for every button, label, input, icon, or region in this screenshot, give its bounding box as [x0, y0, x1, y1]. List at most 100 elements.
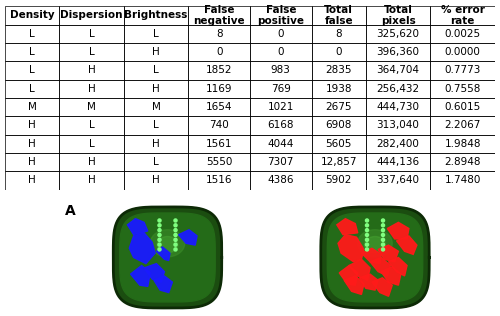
Bar [59, 61, 124, 80]
Polygon shape [154, 276, 172, 293]
Bar [250, 153, 312, 171]
Bar [124, 25, 188, 43]
Text: M: M [152, 102, 160, 112]
Polygon shape [370, 258, 390, 276]
Bar [5, 171, 59, 190]
Bar [188, 43, 250, 61]
Polygon shape [358, 230, 392, 257]
Bar [188, 61, 250, 80]
Polygon shape [349, 259, 370, 280]
Bar [5, 6, 59, 25]
Text: 1.9848: 1.9848 [444, 139, 481, 149]
Bar [430, 80, 495, 98]
Circle shape [382, 234, 384, 236]
Text: 364,704: 364,704 [376, 65, 420, 76]
Text: H: H [28, 157, 36, 167]
Bar [59, 25, 124, 43]
Text: 0.0025: 0.0025 [444, 29, 480, 39]
Bar [312, 153, 366, 171]
Bar [366, 6, 430, 25]
Circle shape [366, 234, 368, 236]
Bar [5, 153, 59, 171]
Bar [366, 116, 430, 135]
Text: 282,400: 282,400 [376, 139, 420, 149]
Bar [188, 135, 250, 153]
Bar [188, 80, 250, 98]
Text: H: H [88, 84, 96, 94]
Bar [250, 6, 312, 25]
Text: 12,857: 12,857 [320, 157, 357, 167]
Text: L: L [88, 29, 94, 39]
Bar [124, 6, 188, 25]
Text: M: M [87, 102, 96, 112]
Text: 444,136: 444,136 [376, 157, 420, 167]
Bar [124, 153, 188, 171]
Polygon shape [178, 230, 197, 245]
Bar [59, 98, 124, 116]
Circle shape [366, 238, 368, 241]
Text: 396,360: 396,360 [376, 47, 420, 57]
Text: H: H [152, 139, 160, 149]
Bar [312, 61, 366, 80]
Polygon shape [396, 236, 417, 254]
Bar [59, 43, 124, 61]
Bar [59, 171, 124, 190]
Bar [188, 153, 250, 171]
Text: 325,620: 325,620 [376, 29, 420, 39]
Text: 337,640: 337,640 [376, 175, 420, 185]
Bar [5, 43, 59, 61]
Polygon shape [130, 233, 155, 264]
Bar [59, 6, 124, 25]
Bar [5, 98, 59, 116]
Bar [124, 98, 188, 116]
Text: L: L [88, 47, 94, 57]
Text: L: L [88, 139, 94, 149]
Circle shape [382, 238, 384, 241]
Text: H: H [152, 84, 160, 94]
Circle shape [382, 243, 384, 246]
Bar [59, 80, 124, 98]
Text: L: L [153, 65, 159, 76]
Bar [312, 43, 366, 61]
Bar [124, 135, 188, 153]
Text: Density: Density [10, 10, 54, 21]
Text: 6908: 6908 [326, 120, 352, 131]
Bar [59, 135, 124, 153]
Bar [188, 25, 250, 43]
Circle shape [174, 224, 177, 227]
Text: 2675: 2675 [326, 102, 352, 112]
Bar [124, 61, 188, 80]
Bar [5, 61, 59, 80]
Polygon shape [130, 265, 150, 286]
Bar [366, 61, 430, 80]
Text: Brightness: Brightness [124, 10, 188, 21]
Polygon shape [150, 230, 185, 257]
Circle shape [366, 228, 368, 232]
Bar [188, 116, 250, 135]
Polygon shape [364, 236, 386, 253]
Bar [59, 153, 124, 171]
Polygon shape [144, 264, 165, 282]
Bar [366, 98, 430, 116]
Text: H: H [152, 175, 160, 185]
Bar [124, 80, 188, 98]
Text: 2.8948: 2.8948 [444, 157, 481, 167]
Text: 2.2067: 2.2067 [444, 120, 481, 131]
Circle shape [382, 219, 384, 222]
Text: 983: 983 [271, 65, 290, 76]
Text: False
negative: False negative [194, 5, 245, 26]
Polygon shape [360, 274, 378, 290]
Text: L: L [29, 65, 35, 76]
Text: 8: 8 [336, 29, 342, 39]
Polygon shape [381, 267, 401, 285]
Text: 740: 740 [210, 120, 229, 131]
Bar [430, 135, 495, 153]
Polygon shape [328, 213, 422, 302]
Text: 0: 0 [216, 47, 222, 57]
Circle shape [174, 228, 177, 232]
Text: H: H [28, 139, 36, 149]
Circle shape [158, 234, 161, 236]
Text: 0.6015: 0.6015 [444, 102, 481, 112]
Bar [312, 98, 366, 116]
Circle shape [158, 238, 161, 241]
